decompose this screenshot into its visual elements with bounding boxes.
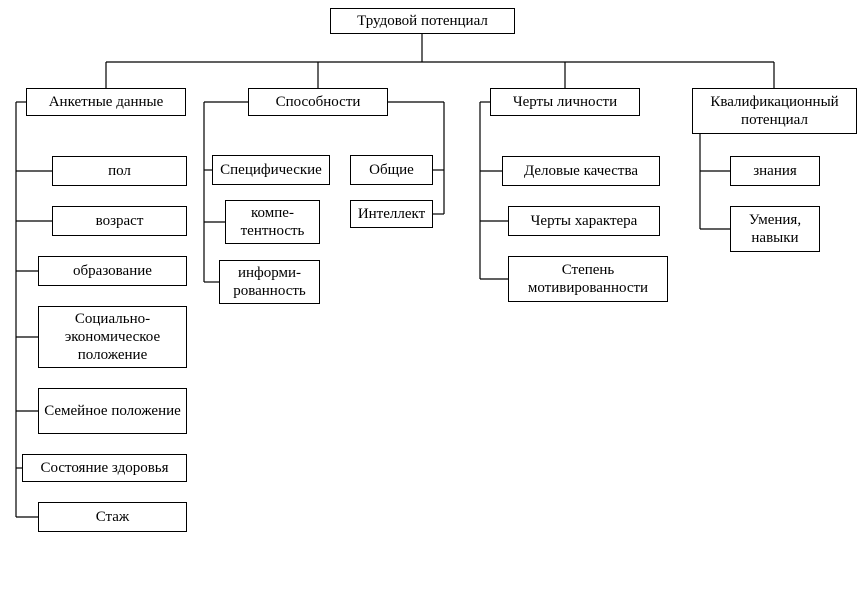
node-cat-abilities: Способности xyxy=(248,88,388,116)
node-health: Состояние здоровья xyxy=(22,454,187,482)
node-intellect: Интеллект xyxy=(350,200,433,228)
node-competence: компе-тентность xyxy=(225,200,320,244)
node-character: Черты характера xyxy=(508,206,660,236)
node-cat-qualification: Квалификационный потенциал xyxy=(692,88,857,134)
node-awareness: информи-рованность xyxy=(219,260,320,304)
node-specific: Специфические xyxy=(212,155,330,185)
node-general: Общие xyxy=(350,155,433,185)
node-socioeconomic: Социально-экономическое положение xyxy=(38,306,187,368)
node-cat-personal-data: Анкетные данные xyxy=(26,88,186,116)
node-business-qualities: Деловые качества xyxy=(502,156,660,186)
node-cat-personality: Черты личности xyxy=(490,88,640,116)
node-gender: пол xyxy=(52,156,187,186)
node-education: образование xyxy=(38,256,187,286)
node-motivation: Степень мотивированности xyxy=(508,256,668,302)
node-tenure: Стаж xyxy=(38,502,187,532)
node-marital: Семейное положение xyxy=(38,388,187,434)
node-age: возраст xyxy=(52,206,187,236)
node-skills: Умения, навыки xyxy=(730,206,820,252)
node-root: Трудовой потенциал xyxy=(330,8,515,34)
node-knowledge: знания xyxy=(730,156,820,186)
